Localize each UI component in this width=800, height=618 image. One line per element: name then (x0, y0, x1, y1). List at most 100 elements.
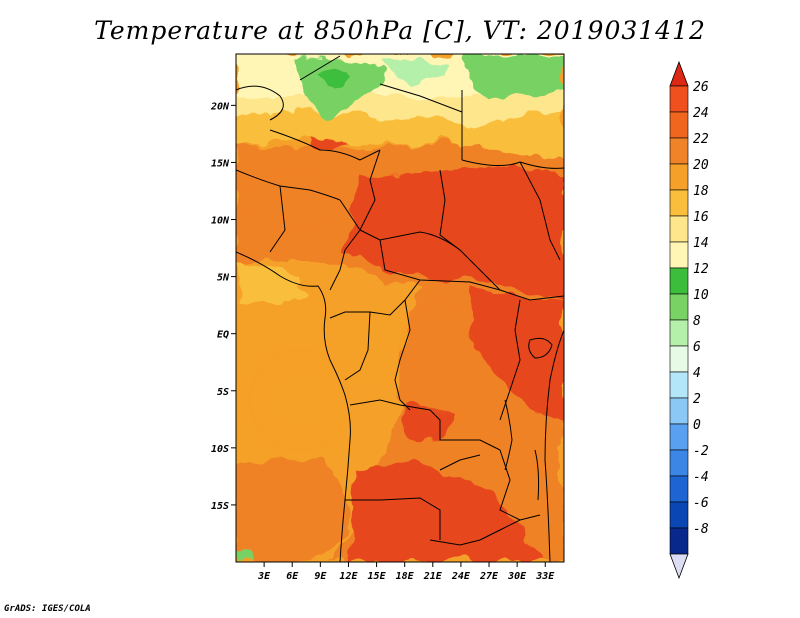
country-borders (236, 55, 564, 562)
lake-malawi (534, 449, 540, 501)
border-c6 (394, 299, 411, 411)
colorbar-cell (669, 241, 689, 269)
colorbar-label: 18 (693, 184, 709, 199)
colorbar-label: -8 (693, 522, 709, 537)
colorbar-label: -2 (693, 444, 709, 459)
lake-tanganyika (504, 399, 513, 471)
lon-ticks: 3E 6E 9E 12E 15E 18E 21E 24E 27E 30E 33E (257, 562, 555, 582)
coastline-west (236, 251, 351, 562)
lon-tick-label: 30E (507, 571, 527, 582)
field-18-20-coast (236, 262, 305, 305)
border-c4 (329, 279, 421, 319)
lon-tick-label: 24E (451, 571, 471, 582)
colorbar-cell (669, 371, 689, 399)
field-24-26-east (470, 290, 564, 420)
colorbar-label: 26 (693, 80, 709, 95)
colorbar-label: 2 (693, 392, 701, 407)
lat-tick-label: 15N (211, 158, 230, 169)
colorbar-cell (669, 189, 689, 217)
colorbar-label: 8 (693, 314, 701, 329)
border-n2 (299, 55, 341, 81)
colorbar-top-arrow (669, 60, 689, 87)
field-24-26-north (345, 166, 564, 300)
colorbar-label: -6 (693, 496, 709, 511)
lon-tick-label: 27E (479, 571, 499, 582)
border-n10 (439, 169, 501, 291)
border-s5 (439, 454, 481, 471)
border-n13 (519, 161, 561, 261)
colorbar-label: 16 (693, 210, 709, 225)
lon-tick-label: 18E (396, 571, 415, 582)
texture-3 (260, 360, 340, 440)
border-n3 (379, 83, 463, 160)
texture-1 (250, 180, 330, 220)
border-s2 (345, 497, 441, 540)
colorbar-label: 14 (693, 236, 709, 251)
colorbar-cell (669, 397, 689, 425)
colorbar-cell (669, 501, 689, 529)
lat-tick-label: 20N (210, 101, 230, 112)
field-10-12-sw-corner (236, 548, 252, 562)
colorbar-label: -4 (693, 470, 709, 485)
field-8-10-north (380, 59, 450, 82)
colorbar-cell (669, 475, 689, 503)
border-s3 (429, 514, 541, 546)
border-n6 (344, 149, 381, 251)
lon-tick-label: 33E (535, 571, 555, 582)
colorbar-label: 12 (693, 262, 709, 277)
border-n8 (269, 185, 286, 253)
field-24-26-south (349, 462, 540, 562)
border-c3 (499, 289, 564, 301)
colorbar-cell (669, 423, 689, 451)
field-24-26-patch-b (400, 406, 455, 440)
lon-tick-label: 15E (368, 571, 387, 582)
border-s1 (349, 399, 501, 451)
lake-victoria (528, 337, 553, 359)
border-c1 (329, 249, 346, 291)
colorbar-label: 20 (693, 158, 709, 173)
colorbar-cell (669, 345, 689, 373)
lat-tick-label: 15S (211, 501, 229, 512)
colorbar-cell (669, 111, 689, 139)
page-title: Temperature at 850hPa [C], VT: 201903141… (94, 16, 706, 45)
border-s4 (499, 449, 521, 521)
colorbar-cell (669, 449, 689, 477)
lon-tick-label: 6E (286, 571, 299, 582)
field-12-14-north (320, 69, 352, 91)
border-n11 (359, 229, 461, 251)
colorbar-label: 10 (693, 288, 709, 303)
colorbar-label: 4 (693, 366, 701, 381)
field-10-12-north-b (460, 56, 564, 100)
colorbar-cell (669, 293, 689, 321)
field-22-24-sw (236, 458, 350, 562)
colorbar-cell (669, 215, 689, 243)
colorbar-cell (669, 85, 689, 113)
lon-tick-label: 9E (314, 571, 327, 582)
border-c7 (499, 299, 521, 421)
grads-credit: GrADS: IGES/COLA (4, 604, 91, 614)
colorbar-bottom-arrow (669, 553, 689, 580)
border-n1 (236, 85, 284, 121)
lat-tick-label: 10N (211, 216, 230, 227)
border-n9 (339, 199, 361, 231)
field-20-22-congo (330, 311, 404, 388)
colorbar-cell (669, 319, 689, 347)
lat-tick-label: 5S (217, 387, 229, 398)
border-c5 (344, 311, 371, 381)
texture-2 (410, 310, 470, 410)
lon-tick-label: 3E (257, 571, 271, 582)
colorbar-label: 24 (693, 106, 709, 121)
lon-tick-label: 21E (423, 571, 443, 582)
border-n7 (236, 169, 341, 201)
lat-tick-label: 10S (211, 444, 229, 455)
temperature-field (236, 54, 564, 562)
colorbar-cell (669, 163, 689, 191)
map-frame (235, 53, 565, 563)
colorbar-label: 22 (693, 132, 709, 147)
colorbar-cell (669, 527, 689, 555)
lon-tick-label: 12E (339, 571, 358, 582)
border-n5 (269, 129, 381, 161)
colorbar-cell (669, 137, 689, 165)
